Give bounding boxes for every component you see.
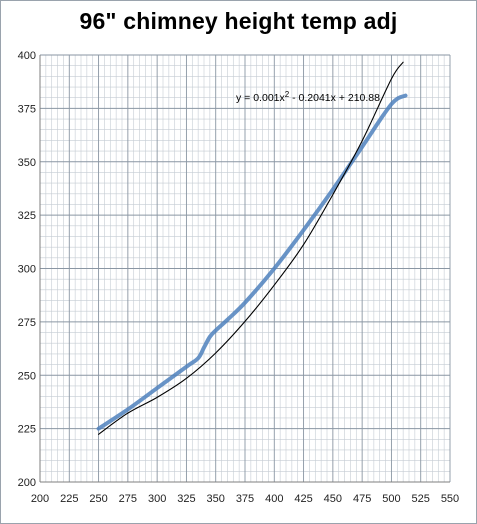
x-tick-label: 375 — [236, 493, 254, 505]
x-tick-labels: 200 225 250 275 300 325 350 375 400 425 450 475 500 5… — [31, 493, 459, 505]
x-tick-label: 250 — [89, 493, 107, 505]
y-tick-label: 225 — [18, 424, 36, 436]
y-tick-label: 325 — [18, 210, 36, 222]
y-tick-label: 200 — [18, 477, 36, 489]
x-tick-label: 225 — [60, 493, 78, 505]
x-tick-label: 275 — [119, 493, 137, 505]
trendline — [98, 61, 404, 435]
y-tick-label: 400 — [18, 50, 36, 62]
x-tick-label: 550 — [441, 493, 459, 505]
x-tick-label: 350 — [207, 493, 225, 505]
y-tick-label: 375 — [18, 103, 36, 115]
series-layer — [96, 61, 408, 435]
x-tick-label: 500 — [382, 493, 400, 505]
trendline-equation: y = 0.001x2 - 0.2041x + 210.88 — [236, 90, 380, 104]
x-tick-label: 400 — [265, 493, 283, 505]
grid-major — [39, 54, 451, 483]
x-tick-label: 450 — [324, 493, 342, 505]
axes — [39, 55, 450, 483]
x-tick-label: 300 — [148, 493, 166, 505]
y-tick-labels: 200 225 250 275 300 325 350 375 400 — [18, 50, 36, 489]
x-tick-label: 475 — [353, 493, 371, 505]
chart-title: 96" chimney height temp adj — [79, 8, 398, 34]
x-tick-label: 200 — [31, 493, 49, 505]
y-tick-label: 350 — [18, 157, 36, 169]
x-tick-label: 425 — [294, 493, 312, 505]
y-tick-label: 275 — [18, 317, 36, 329]
y-tick-label: 300 — [18, 264, 36, 276]
x-tick-label: 325 — [177, 493, 195, 505]
y-tick-label: 250 — [18, 370, 36, 382]
x-tick-label: 525 — [412, 493, 430, 505]
